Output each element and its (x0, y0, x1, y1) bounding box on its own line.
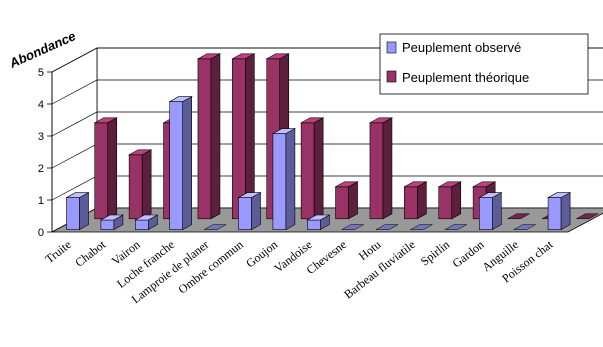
bar-theoretical (334, 181, 359, 220)
bar-observed (99, 214, 125, 231)
bar-theoretical (231, 53, 256, 220)
y-tick-label: 0 (38, 227, 44, 239)
bar-observed (478, 192, 503, 231)
bar-observed (65, 192, 90, 231)
bar-observed (512, 224, 537, 230)
legend-swatch-observed (386, 41, 397, 54)
category-label: Truite (42, 237, 73, 266)
y-tick-label: 5 (38, 67, 44, 79)
bar-observed (340, 224, 365, 230)
category-label: Hotu (356, 237, 384, 263)
chart-bars (65, 53, 600, 231)
y-axis-ticks: 0 1 2 3 4 5 (38, 67, 53, 239)
bar-theoretical (437, 181, 462, 220)
bar-observed (409, 224, 434, 230)
legend-box (379, 33, 589, 95)
category-label: Spirlin (418, 237, 452, 268)
y-tick-label: 2 (38, 163, 44, 175)
bar-theoretical (575, 213, 600, 220)
bar-theoretical (299, 117, 325, 220)
bar-theoretical (403, 181, 428, 220)
bar-observed (271, 128, 297, 231)
legend-swatch-theoretical (386, 70, 397, 83)
bar-theoretical (196, 53, 222, 220)
bar-observed (203, 224, 228, 230)
legend-label-observed: Peuplement observé (402, 40, 521, 55)
bar-theoretical (93, 117, 118, 220)
y-tick-label: 3 (38, 131, 44, 143)
bar-observed (168, 96, 193, 231)
bar-observed (306, 214, 331, 231)
bar-theoretical (368, 117, 394, 220)
y-tick-label: 1 (38, 195, 44, 207)
bar-theoretical (127, 149, 153, 220)
bar-observed (546, 192, 572, 231)
bar-observed (443, 224, 468, 230)
legend: Peuplement observé Peuplement théorique (379, 33, 589, 95)
legend-label-theoretical: Peuplement théorique (402, 70, 529, 85)
bar-observed (375, 224, 400, 230)
bar-observed (134, 214, 159, 231)
category-label: Chabot (72, 237, 108, 270)
y-tick-label: 4 (38, 99, 44, 111)
bar-observed (237, 192, 262, 231)
gridline (51, 111, 603, 137)
bar-theoretical (506, 213, 531, 220)
